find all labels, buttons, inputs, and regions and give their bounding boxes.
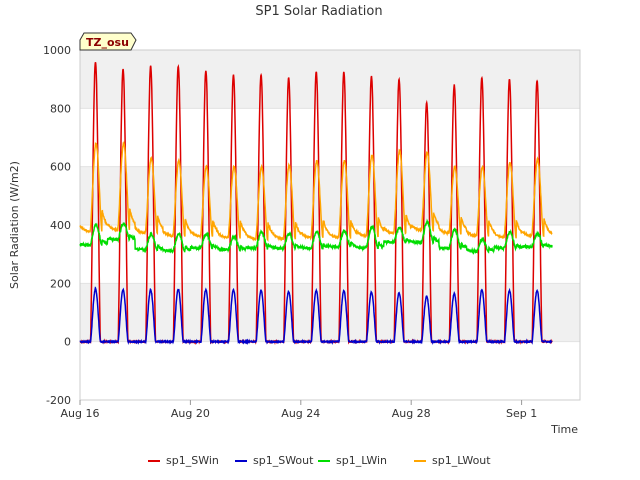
- y-tick-label: 400: [50, 219, 71, 232]
- plot-background: [80, 50, 580, 400]
- plot-band: [80, 283, 580, 342]
- series-line-sp1_LWout: [79, 140, 553, 242]
- series-line-sp1_LWin: [79, 218, 553, 255]
- y-tick-label: 0: [64, 336, 71, 349]
- plot-band: [80, 50, 580, 109]
- x-axis-label: Time: [550, 423, 578, 436]
- site-badge: TZ_osu: [79, 32, 137, 51]
- legend-label-sp1_SWin: sp1_SWin: [166, 454, 219, 467]
- y-tick-label: -200: [46, 394, 71, 407]
- legend-label-sp1_LWout: sp1_LWout: [432, 454, 491, 467]
- y-axis-label: Solar Radiation (W/m2): [8, 161, 21, 289]
- series-lines: [79, 62, 553, 346]
- y-tick-label: 200: [50, 277, 71, 290]
- plot-band: [80, 166, 580, 225]
- y-tick-label: 800: [50, 102, 71, 115]
- y-tick-label: 600: [50, 161, 71, 174]
- x-tick-label: Sep 1: [506, 407, 537, 420]
- site-badge-label: TZ_osu: [86, 36, 129, 49]
- x-tick-label: Aug 24: [281, 407, 320, 420]
- chart-title: SP1 Solar Radiation: [255, 4, 382, 19]
- series-line-sp1_SWout: [79, 286, 553, 346]
- y-tick-label: 1000: [43, 44, 71, 57]
- plot-frame: [79, 49, 581, 401]
- x-tick-label: Aug 16: [61, 407, 100, 420]
- x-tick-label: Aug 20: [171, 407, 210, 420]
- legend: sp1_SWin sp1_SWout sp1_LWin sp1_LWout: [148, 454, 491, 467]
- plot-band: [80, 108, 580, 167]
- x-axis-ticks: Aug 16 Aug 20 Aug 24 Aug 28 Sep 1: [61, 400, 537, 420]
- x-tick-label: Aug 28: [392, 407, 431, 420]
- y-axis-ticks: -200 0 200 400 600 800 1000: [43, 44, 71, 407]
- legend-label-sp1_LWin: sp1_LWin: [336, 454, 387, 467]
- plot-band: [80, 341, 580, 400]
- legend-label-sp1_SWout: sp1_SWout: [253, 454, 314, 467]
